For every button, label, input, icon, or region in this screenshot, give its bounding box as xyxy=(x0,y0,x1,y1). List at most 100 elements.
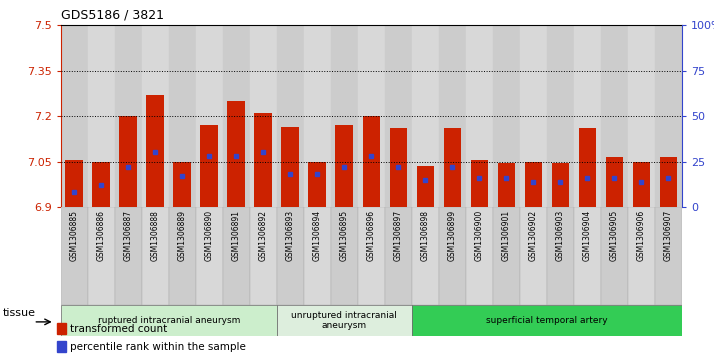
Bar xyxy=(390,128,407,207)
Bar xyxy=(228,101,245,207)
Text: GSM1306903: GSM1306903 xyxy=(555,210,565,261)
Bar xyxy=(141,207,169,305)
Bar xyxy=(385,207,412,305)
Bar xyxy=(250,25,277,207)
Bar xyxy=(331,25,358,207)
Text: GSM1306904: GSM1306904 xyxy=(583,210,592,261)
Bar xyxy=(633,162,650,207)
Text: GSM1306890: GSM1306890 xyxy=(205,210,213,261)
Bar xyxy=(358,207,385,305)
Bar xyxy=(66,160,83,207)
Bar xyxy=(336,125,353,207)
Bar xyxy=(331,207,358,305)
Bar xyxy=(119,116,137,207)
Bar xyxy=(308,162,326,207)
Bar xyxy=(201,125,218,207)
Bar xyxy=(493,207,520,305)
Bar xyxy=(412,305,682,336)
Bar xyxy=(61,25,88,207)
Text: GSM1306907: GSM1306907 xyxy=(664,210,673,261)
Text: GSM1306905: GSM1306905 xyxy=(610,210,619,261)
Bar xyxy=(169,25,196,207)
Text: GSM1306898: GSM1306898 xyxy=(421,210,430,261)
Bar xyxy=(281,127,299,207)
Bar xyxy=(303,207,331,305)
Bar xyxy=(250,207,277,305)
Bar xyxy=(471,160,488,207)
Bar xyxy=(520,25,547,207)
Text: GSM1306901: GSM1306901 xyxy=(502,210,511,261)
Bar xyxy=(439,25,466,207)
Bar xyxy=(385,25,412,207)
Bar xyxy=(61,305,277,336)
Bar xyxy=(92,162,110,207)
Bar xyxy=(254,113,272,207)
Text: percentile rank within the sample: percentile rank within the sample xyxy=(70,342,246,352)
Bar xyxy=(277,207,303,305)
Bar xyxy=(466,25,493,207)
Bar xyxy=(196,25,223,207)
Bar xyxy=(88,207,115,305)
Text: ruptured intracranial aneurysm: ruptured intracranial aneurysm xyxy=(98,316,240,325)
Bar xyxy=(655,25,682,207)
Bar xyxy=(358,25,385,207)
Bar xyxy=(196,207,223,305)
Bar xyxy=(520,207,547,305)
Bar xyxy=(57,341,66,352)
Bar xyxy=(601,25,628,207)
Text: tissue: tissue xyxy=(3,307,36,318)
Text: GSM1306892: GSM1306892 xyxy=(258,210,268,261)
Bar xyxy=(363,116,380,207)
Text: GSM1306889: GSM1306889 xyxy=(178,210,187,261)
Text: GSM1306887: GSM1306887 xyxy=(124,210,133,261)
Bar xyxy=(141,25,169,207)
Text: GDS5186 / 3821: GDS5186 / 3821 xyxy=(61,9,164,22)
Bar xyxy=(547,25,574,207)
Bar xyxy=(525,162,542,207)
Bar xyxy=(416,166,434,207)
Bar xyxy=(277,305,412,336)
Bar xyxy=(574,25,601,207)
Bar xyxy=(466,207,493,305)
Text: GSM1306895: GSM1306895 xyxy=(340,210,348,261)
Bar xyxy=(412,25,439,207)
Bar xyxy=(57,323,66,334)
Text: GSM1306888: GSM1306888 xyxy=(151,210,160,261)
Bar xyxy=(574,207,601,305)
Text: GSM1306897: GSM1306897 xyxy=(394,210,403,261)
Bar xyxy=(551,163,569,207)
Bar xyxy=(493,25,520,207)
Bar xyxy=(655,207,682,305)
Bar xyxy=(61,207,88,305)
Bar xyxy=(174,162,191,207)
Bar xyxy=(547,207,574,305)
Text: GSM1306886: GSM1306886 xyxy=(96,210,106,261)
Bar xyxy=(115,25,141,207)
Text: GSM1306885: GSM1306885 xyxy=(70,210,79,261)
Bar xyxy=(443,128,461,207)
Bar xyxy=(628,207,655,305)
Bar xyxy=(146,95,164,207)
Text: GSM1306902: GSM1306902 xyxy=(529,210,538,261)
Bar xyxy=(223,25,250,207)
Bar xyxy=(601,207,628,305)
Bar xyxy=(115,207,141,305)
Text: superficial temporal artery: superficial temporal artery xyxy=(486,316,608,325)
Bar xyxy=(628,25,655,207)
Bar xyxy=(439,207,466,305)
Bar xyxy=(605,157,623,207)
Bar xyxy=(303,25,331,207)
Bar xyxy=(277,25,303,207)
Text: unruptured intracranial
aneurysm: unruptured intracranial aneurysm xyxy=(291,311,397,330)
Text: GSM1306894: GSM1306894 xyxy=(313,210,322,261)
Text: GSM1306891: GSM1306891 xyxy=(232,210,241,261)
Text: transformed count: transformed count xyxy=(70,323,167,334)
Bar xyxy=(578,128,596,207)
Bar xyxy=(498,163,515,207)
Text: GSM1306896: GSM1306896 xyxy=(367,210,376,261)
Text: GSM1306899: GSM1306899 xyxy=(448,210,457,261)
Text: GSM1306893: GSM1306893 xyxy=(286,210,295,261)
Bar xyxy=(660,157,677,207)
Bar xyxy=(88,25,115,207)
Bar xyxy=(412,207,439,305)
